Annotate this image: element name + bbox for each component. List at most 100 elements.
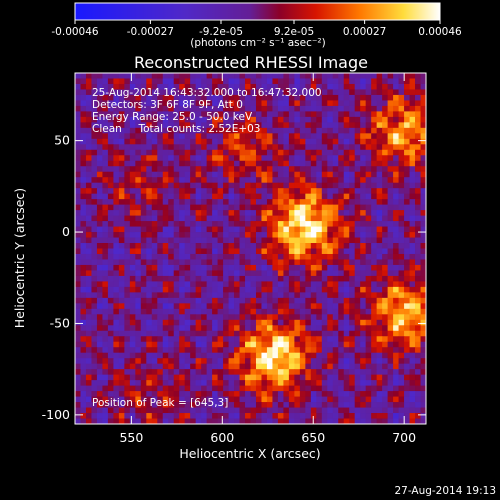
heatmap-cell [113, 94, 120, 101]
heatmap-cell [332, 232, 339, 238]
heatmap-cell [327, 94, 334, 101]
heatmap-cell [195, 275, 202, 282]
heatmap-cell [321, 308, 328, 315]
heatmap-cell [387, 253, 394, 260]
heatmap-cell [310, 89, 317, 96]
heatmap-cell [206, 308, 213, 315]
heatmap-cell [343, 199, 350, 206]
heatmap-cell [266, 369, 273, 376]
heatmap-cell [190, 243, 197, 249]
heatmap-cell [85, 303, 92, 310]
heatmap-cell [310, 122, 317, 129]
heatmap-cell [140, 319, 147, 326]
heatmap-cell [124, 418, 131, 424]
heatmap-cell [283, 215, 290, 222]
heatmap-cell [102, 336, 109, 343]
heatmap-cell [316, 182, 323, 189]
heatmap-cell [162, 336, 169, 343]
heatmap-cell [102, 144, 109, 151]
heatmap-cell [354, 73, 361, 79]
heatmap-cell [250, 144, 257, 151]
heatmap-cell [91, 325, 98, 332]
heatmap-cell [190, 374, 197, 381]
heatmap-cell [272, 155, 279, 162]
heatmap-cell [266, 413, 273, 419]
heatmap-cell [206, 111, 213, 118]
heatmap-cell [376, 413, 383, 419]
heatmap-cell [179, 83, 186, 90]
heatmap-cell [261, 127, 268, 134]
heatmap-cell [255, 232, 262, 238]
heatmap-cell [157, 275, 164, 282]
heatmap-cell [365, 347, 372, 354]
heatmap-cell [118, 319, 125, 326]
heatmap-cell [135, 204, 142, 211]
heatmap-cell [316, 248, 323, 255]
heatmap-cell [173, 94, 180, 101]
heatmap-cell [277, 303, 284, 310]
heatmap-cell [398, 111, 405, 118]
heatmap-cell [96, 391, 103, 397]
heatmap-cell [129, 94, 136, 101]
heatmap-cell [360, 73, 367, 79]
heatmap-cell [288, 100, 295, 107]
heatmap-cell [118, 193, 125, 200]
heatmap-cell [234, 281, 240, 288]
heatmap-cell [415, 188, 421, 195]
heatmap-cell [217, 232, 224, 238]
heatmap-cell [140, 166, 147, 173]
heatmap-cell [129, 155, 136, 162]
heatmap-cell [217, 264, 224, 271]
heatmap-cell [266, 281, 273, 288]
heatmap-cell [228, 341, 235, 348]
heatmap-cell [102, 221, 109, 227]
heatmap-cell [310, 270, 317, 277]
heatmap-cell [360, 286, 367, 293]
heatmap-cell [184, 319, 191, 326]
heatmap-cell [157, 363, 164, 370]
heatmap-cell [151, 369, 158, 376]
heatmap-cell [272, 264, 279, 271]
heatmap-cell [327, 78, 334, 85]
heatmap-cell [217, 286, 224, 293]
heatmap-cell [129, 407, 136, 414]
heatmap-cell [190, 237, 197, 244]
heatmap-cell [387, 303, 394, 310]
heatmap-cell [223, 369, 229, 376]
heatmap-cell [228, 243, 235, 249]
heatmap-cell [85, 215, 92, 222]
heatmap-cell [349, 215, 356, 222]
heatmap-cell [338, 341, 345, 348]
heatmap-cell [343, 177, 350, 184]
heatmap-cell [349, 127, 356, 134]
heatmap-cell [96, 418, 103, 424]
heatmap-cell [146, 193, 153, 200]
heatmap-cell [135, 352, 142, 359]
heatmap-cell [206, 303, 213, 310]
heatmap-cell [168, 193, 175, 200]
heatmap-cell [168, 347, 175, 354]
heatmap-cell [283, 177, 290, 184]
heatmap-cell [212, 149, 218, 156]
heatmap-cell [266, 297, 273, 304]
annotation-detectors: Detectors: 3F 6F 8F 9F, Att 0 [92, 99, 243, 111]
heatmap-cell [261, 73, 268, 79]
heatmap-cell [146, 259, 153, 266]
heatmap-cell [173, 253, 180, 260]
heatmap-cell [299, 341, 306, 348]
heatmap-cell [376, 149, 383, 156]
heatmap-cell [283, 402, 290, 408]
heatmap-cell [173, 380, 180, 387]
heatmap-cell [146, 226, 153, 233]
heatmap-cell [371, 166, 378, 173]
heatmap-cell [365, 94, 372, 101]
heatmap-cell [266, 396, 273, 403]
heatmap-cell [80, 127, 87, 134]
heatmap-cell [272, 122, 279, 129]
heatmap-cell [217, 281, 224, 288]
heatmap-cell [316, 122, 323, 129]
heatmap-cell [212, 182, 218, 189]
heatmap-cell [201, 347, 208, 354]
heatmap-cell [371, 253, 378, 260]
heatmap-cell [387, 177, 394, 184]
